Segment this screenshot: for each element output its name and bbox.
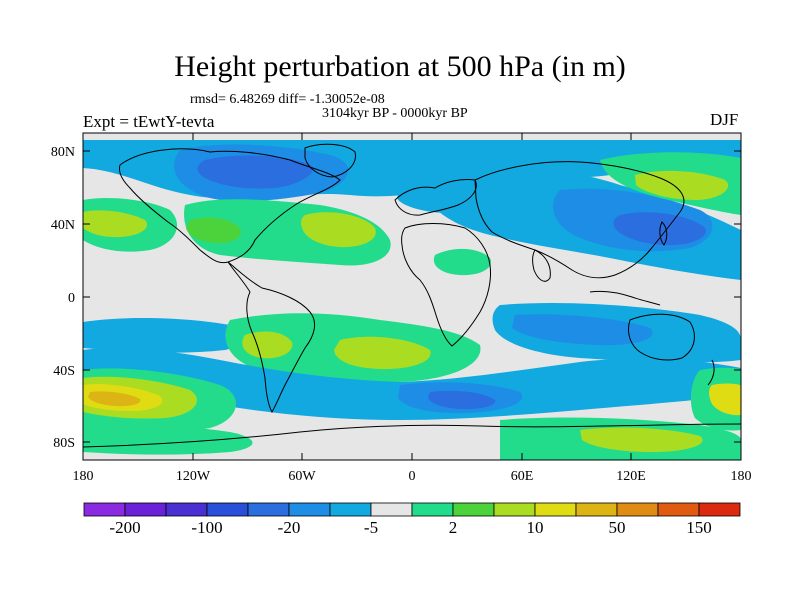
colorbar-box [534,502,577,517]
contour-yellowgreen-south-atlantic [334,336,431,370]
coastline-new-zealand [707,359,715,386]
lon-label-120e: 120E [616,469,646,484]
contour-orange-south-pacific-west [88,391,141,407]
colorbar-box [616,502,659,517]
coastline-antarctica [83,423,741,448]
coastlines [83,143,741,448]
colorbar-label: 2 [449,518,458,537]
lat-label-40s: 40S [53,364,75,379]
colorbar-label: -5 [364,518,378,537]
colorbar-label: -200 [109,518,140,537]
lon-label-120w: 120W [176,469,211,484]
colorbar-box [452,502,495,517]
coastline-india [532,249,551,282]
colorbar-box [288,502,331,517]
colorbar-box [493,502,536,517]
coastline-japan [659,221,668,246]
contour-yellowgreen-north-atlantic [301,212,376,248]
colorbar-labels: -200 -100 -20 -5 2 10 50 150 [109,518,711,537]
lon-label-180w: 180 [73,469,94,484]
colorbar-box [206,502,249,517]
colorbar-box [698,502,741,517]
colorbar-box [247,502,290,517]
contour-yellow-south-pacific-east [709,383,741,416]
lon-label-60e: 60E [511,469,534,484]
coastline-australia [627,313,695,361]
contour-field [83,133,741,460]
coastline-north-america [119,148,341,264]
contour-blue-tropics-west [83,318,247,353]
contour-green-gulf [186,217,241,244]
coastline-europe [394,179,477,216]
coastline-indonesia [589,290,661,306]
colorbar-box [83,502,126,517]
contour-blue-north-atlantic [397,185,486,214]
lat-label-80n: 80N [51,145,75,160]
contour-yellowgreen-west-pacific-north [83,210,148,238]
contour-yellowgreen-ne-pacific [635,170,729,200]
colorbar-label: 50 [609,518,626,537]
colorbar-box [124,502,167,517]
lat-label-80s: 80S [53,436,75,451]
contour-green-antarctic-west [83,423,253,455]
contour-blue-southern-ocean-core [428,390,496,410]
experiment-label: Expt = tEwtY-tevta [83,112,215,131]
colorbar-box [657,502,700,517]
colorbar-box [165,502,208,517]
colorbar-box [411,502,454,517]
plot-title: Height perturbation at 500 hPa (in m) [174,50,626,83]
lon-label-60w: 60W [288,469,316,484]
coastline-asia [474,161,685,279]
colorbar-box [370,502,413,517]
lon-label-180e: 180 [731,469,752,484]
longitude-axis [82,133,742,460]
contour-blue-south-indian-mid [512,314,653,346]
colorbar-label: 150 [686,518,712,537]
coastline-greenland [304,143,356,178]
lon-label-0: 0 [409,469,416,484]
colorbar-label: -100 [191,518,222,537]
contour-yellowgreen-antarctic-east [580,427,703,452]
colorbar-box [575,502,618,517]
stats-text: rmsd= 6.48269 diff= -1.30052e-08 [190,92,385,107]
contour-blue-north-america-core [197,155,313,189]
colorbar-label: 10 [527,518,544,537]
lat-label-40n: 40N [51,218,75,233]
coastline-south-america [227,261,316,414]
colorbar [83,502,741,517]
contour-green-africa [433,248,491,276]
period-text: 3104kyr BP - 0000kyr BP [322,106,468,121]
lat-label-0: 0 [68,291,75,306]
season-label: DJF [710,110,739,129]
colorbar-label: -20 [278,518,301,537]
colorbar-box [329,502,372,517]
coastline-africa [401,223,491,347]
latitude-axis [83,150,741,443]
